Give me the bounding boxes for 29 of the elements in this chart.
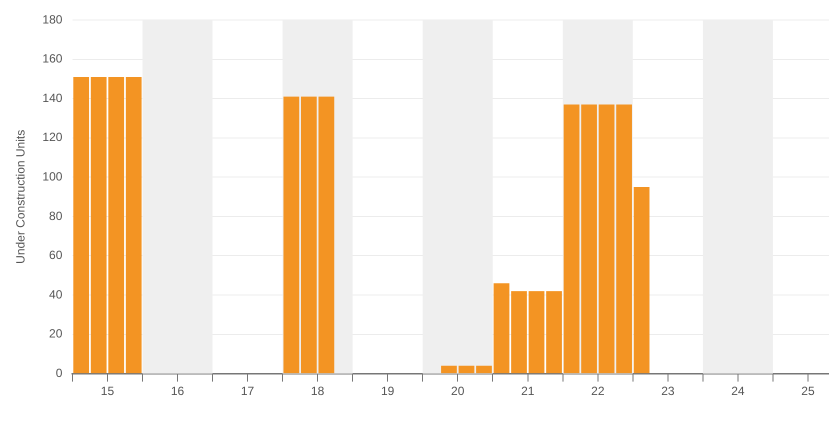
x-tick-label: 17 xyxy=(240,384,255,398)
y-tick-label: 180 xyxy=(42,12,63,26)
y-tick-label: 140 xyxy=(42,90,63,105)
bar xyxy=(318,96,334,374)
bar xyxy=(108,76,124,374)
y-tick-label: 80 xyxy=(49,208,63,223)
x-tick-label: 22 xyxy=(591,384,605,398)
y-tick-label: 40 xyxy=(49,287,63,302)
bar xyxy=(90,76,107,374)
x-tick-label: 19 xyxy=(380,384,395,398)
bar xyxy=(126,76,142,374)
x-tick-label: 20 xyxy=(451,384,465,398)
x-tick-label: 15 xyxy=(100,384,114,398)
y-tick-label: 20 xyxy=(49,326,63,341)
bar xyxy=(73,76,90,374)
y-axis-title: Under Construction Units xyxy=(14,130,28,264)
x-tick-label: 23 xyxy=(661,384,675,398)
y-tick-label: 60 xyxy=(49,248,63,262)
bar xyxy=(300,96,317,374)
y-tick-label: 0 xyxy=(56,366,63,380)
y-tick-label: 160 xyxy=(42,52,63,66)
y-tick-label: 100 xyxy=(42,169,63,184)
y-tick-label: 120 xyxy=(42,130,63,144)
bar xyxy=(283,96,300,374)
x-tick-label: 18 xyxy=(310,384,325,398)
x-tick-label: 16 xyxy=(170,384,184,398)
x-tick-label: 25 xyxy=(801,384,815,398)
x-tick-label: 21 xyxy=(521,384,535,398)
x-tick-label: 24 xyxy=(731,384,745,398)
